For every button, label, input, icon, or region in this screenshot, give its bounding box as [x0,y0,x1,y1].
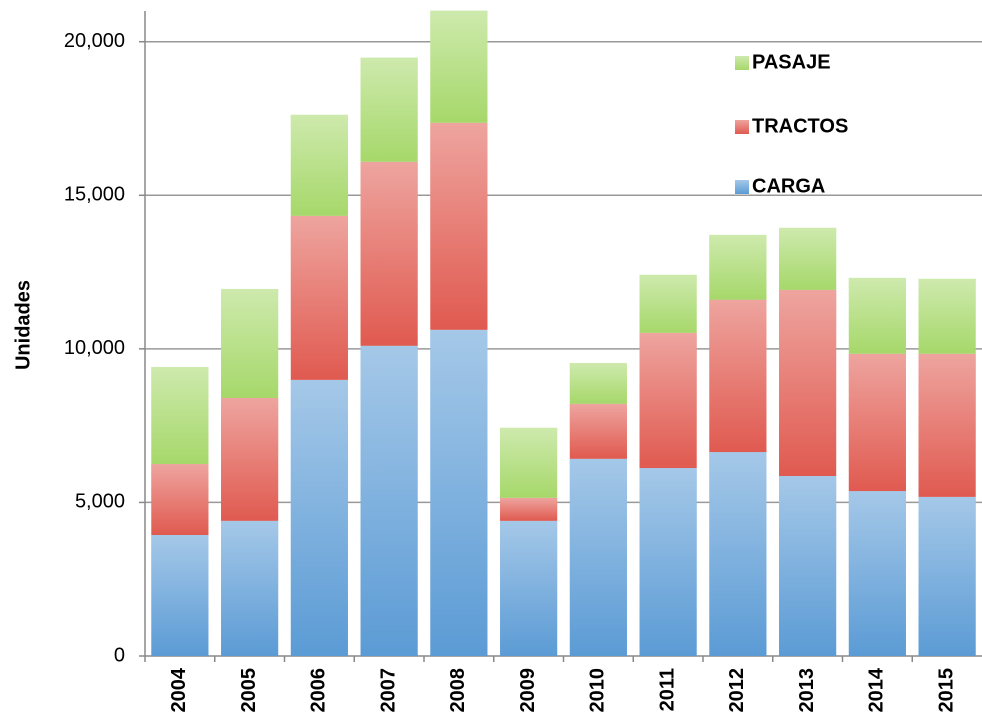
bar-shine [151,534,209,656]
bar-shine [290,114,348,216]
bar-shine [360,161,418,346]
bar-shine [918,496,976,656]
bar-shine [639,274,697,333]
y-axis-label: Unidades [12,280,34,370]
x-tick-label: 2004 [168,667,190,712]
legend-swatch-shine [735,180,749,194]
legend-swatch-shine [735,56,749,70]
bar-shine [569,362,627,404]
bar-shine [709,299,767,453]
bar-shine [430,122,488,330]
x-tick-label: 2015 [935,668,957,713]
y-tick-label: 15,000 [64,184,125,206]
x-tick-label: 2014 [866,667,888,712]
bar-shine [848,277,906,354]
x-tick-label: 2012 [726,668,748,713]
bar-shine [918,278,976,354]
bar-shine [151,464,209,535]
bar-shine [430,329,488,656]
bar-shine [779,227,837,290]
bar-shine [430,10,488,123]
y-tick-label: 10,000 [64,337,125,359]
x-tick-label: 2006 [308,668,330,713]
bar-shine [779,476,837,656]
bar-shine [639,332,697,469]
x-tick-label: 2005 [238,668,260,713]
legend-label: CARGA [752,175,825,197]
bar-shine [569,403,627,459]
bar-shine [290,379,348,656]
bar-shine [500,520,558,656]
bar-shine [918,353,976,497]
x-tick-label: 2013 [796,668,818,713]
x-tick-label: 2010 [587,668,609,713]
bar-shine [221,520,279,656]
bar-shine [290,215,348,380]
bar-shine [709,452,767,656]
bar-shine [221,288,279,398]
y-tick-label: 5,000 [75,491,125,513]
x-tick-label: 2009 [517,668,539,713]
bar-shine [779,289,837,477]
bar-shine [569,458,627,656]
bar-shine [709,234,767,300]
bar-shine [848,353,906,492]
bar-shine [151,366,209,465]
legend-label: PASAJE [752,51,831,73]
y-tick-label: 0 [114,644,125,666]
bar-shine [500,427,558,498]
y-tick-label: 20,000 [64,30,125,52]
bar-shine [360,345,418,656]
bar-shine [848,491,906,656]
bar-shine [500,497,558,521]
x-tick-label: 2011 [656,668,678,711]
bar-shine [221,398,279,521]
x-tick-label: 2007 [377,668,399,713]
legend-swatch-shine [735,120,749,134]
bar-shine [360,57,418,162]
legend-label: TRACTOS [752,115,848,137]
x-tick-label: 2008 [447,668,469,713]
bar-shine [639,468,697,656]
